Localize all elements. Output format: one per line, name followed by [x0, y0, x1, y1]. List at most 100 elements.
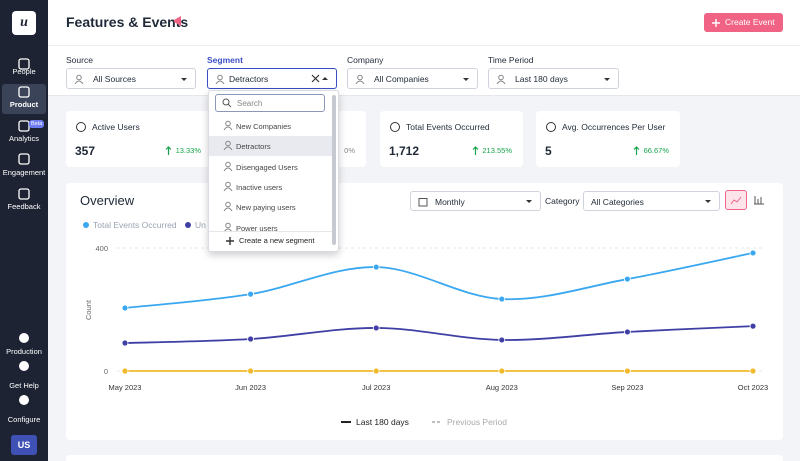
nav-icon — [18, 153, 30, 165]
card-title: Active Users — [92, 122, 140, 132]
data-point — [121, 339, 129, 347]
filter-select[interactable]: Last 180 days — [488, 68, 619, 89]
option-label[interactable]: Disengaged Users — [236, 162, 298, 172]
interval-select[interactable]: Monthly — [410, 191, 541, 211]
interval-value[interactable]: Monthly — [435, 197, 465, 207]
nav-label[interactable]: Analytics — [8, 134, 39, 143]
search-placeholder[interactable]: Search — [237, 99, 263, 108]
nav-label[interactable]: Production — [6, 347, 42, 356]
nav-icon — [19, 395, 29, 405]
x-tick-label: Oct 2023 — [738, 383, 768, 392]
create-event-button[interactable]: Create Event — [704, 13, 783, 32]
logo[interactable]: u — [12, 11, 36, 35]
y-tick-label: 0 — [104, 367, 108, 376]
icon-part — [19, 395, 29, 405]
x-tick-label: Aug 2023 — [486, 383, 518, 392]
card-change: 213.55% — [482, 146, 512, 155]
option-label[interactable]: Detractors — [236, 142, 271, 152]
icon-part — [226, 237, 234, 245]
card-title: Total Events Occurred — [406, 122, 490, 132]
icon-part — [76, 122, 86, 132]
nav-label[interactable]: Engagement — [2, 168, 46, 177]
icon-part — [472, 146, 479, 155]
segment-option[interactable]: Detractors — [209, 136, 332, 157]
search-icon — [222, 98, 232, 108]
clear-icon — [311, 74, 320, 83]
data-point — [749, 322, 757, 330]
segment-option[interactable]: Power users — [209, 218, 332, 238]
button-label[interactable]: Create Event — [725, 17, 775, 27]
bar-chart-toggle[interactable] — [749, 190, 771, 210]
calendar-icon — [418, 198, 428, 207]
avatar[interactable]: US — [11, 435, 37, 455]
data-point — [624, 328, 631, 336]
segment-option[interactable]: Disengaged Users — [209, 157, 332, 177]
filter-select[interactable]: All Companies — [347, 68, 478, 89]
segment-option[interactable]: New paying users — [209, 197, 332, 217]
option-label[interactable]: Inactive users — [236, 182, 283, 192]
icon-part — [311, 74, 320, 83]
nav-label[interactable]: Get Help — [9, 381, 39, 390]
filter-label: Company — [347, 55, 384, 65]
legend-label: Un — [195, 220, 206, 230]
card-icon — [390, 122, 400, 132]
category-value[interactable]: All Categories — [591, 197, 644, 207]
card-value: 357 — [75, 144, 96, 158]
nav-label[interactable]: Configure — [7, 415, 41, 424]
icon-part — [355, 80, 365, 84]
icon-part — [225, 181, 231, 188]
create-label[interactable]: Create a new segment — [239, 236, 315, 245]
icon-part — [222, 98, 230, 106]
data-point — [749, 367, 757, 375]
data-point — [372, 367, 380, 375]
option-label[interactable]: New Companies — [236, 122, 292, 131]
nav-icon — [18, 86, 30, 98]
data-point — [624, 367, 631, 375]
icon-part — [223, 126, 233, 131]
person-icon — [223, 161, 233, 171]
y-axis-label: Count — [84, 299, 93, 320]
card-change: 66.67% — [643, 146, 669, 155]
icon-part — [225, 140, 231, 147]
icon-part — [225, 161, 231, 167]
line-icon — [730, 196, 742, 205]
option-label[interactable]: Power users — [236, 223, 278, 233]
icon-part — [526, 200, 532, 203]
icon-part — [225, 120, 231, 127]
header-divider — [48, 45, 800, 46]
nav-label[interactable]: People — [12, 67, 36, 76]
filter-value[interactable]: All Sources — [93, 74, 136, 84]
create-segment[interactable]: Create a new segment — [209, 232, 332, 251]
filter-select[interactable]: All Sources — [66, 68, 196, 89]
nav-label[interactable]: Feedback — [7, 202, 41, 211]
filter-value[interactable]: All Companies — [374, 74, 429, 84]
nav-label[interactable]: Product — [9, 100, 39, 109]
line-chart-toggle[interactable] — [725, 190, 747, 210]
search-box[interactable]: Search — [215, 94, 325, 112]
option-label[interactable]: New paying users — [236, 203, 296, 213]
legend-swatch — [83, 222, 89, 228]
y-tick-label: 400 — [95, 244, 108, 253]
icon-part — [19, 333, 29, 343]
up-arrow — [165, 146, 172, 155]
period-label: Previous Period — [447, 417, 507, 427]
card-change: 0% — [344, 146, 355, 155]
filter-value[interactable]: Last 180 days — [515, 74, 568, 84]
filter-select[interactable]: Detractors — [207, 68, 337, 89]
category-select[interactable]: All Categories — [583, 191, 720, 211]
icon-part — [498, 74, 504, 81]
icon-part — [227, 103, 232, 108]
x-tick-label: May 2023 — [109, 383, 142, 392]
filter-value[interactable]: Detractors — [229, 74, 269, 84]
person-icon — [223, 222, 233, 232]
sidebar: u People Product Analytics Engagement Feedbac… — [0, 0, 48, 461]
data-point — [498, 295, 506, 303]
icon-part — [165, 146, 172, 155]
icon-part — [322, 77, 328, 80]
legend-swatch — [185, 222, 191, 228]
segment-option[interactable]: New Companies — [209, 116, 332, 136]
stat-card: Avg. Occurrences Per User 5 66.67% — [536, 111, 680, 167]
category-label: Category — [545, 196, 580, 206]
segment-option[interactable]: Inactive users — [209, 177, 332, 197]
